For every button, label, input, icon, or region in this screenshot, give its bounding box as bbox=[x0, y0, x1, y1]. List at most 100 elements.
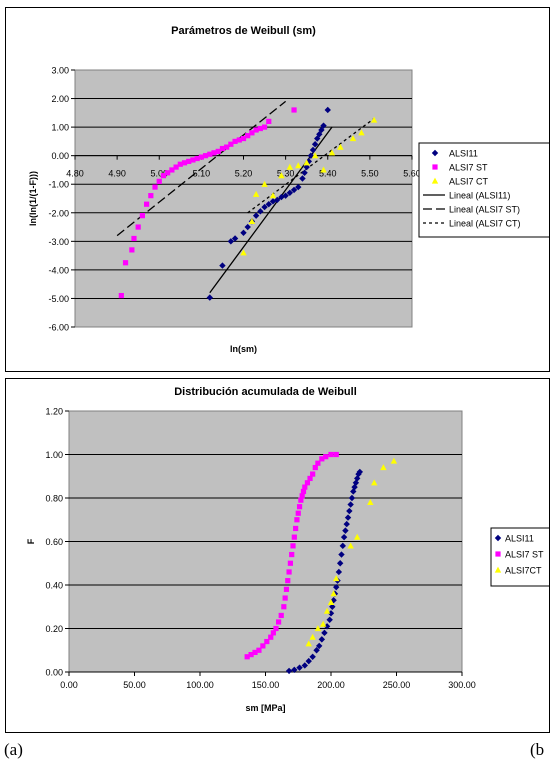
data-point bbox=[320, 166, 327, 173]
data-point bbox=[148, 193, 154, 199]
data-point bbox=[290, 543, 296, 549]
data-point bbox=[290, 186, 298, 194]
x-tick-label: 250.00 bbox=[383, 680, 411, 690]
legend-label: Lineal (ALSI7 CT) bbox=[449, 219, 521, 229]
data-point bbox=[323, 454, 329, 460]
data-point bbox=[231, 235, 239, 242]
data-point bbox=[257, 208, 264, 215]
data-point bbox=[337, 143, 344, 150]
x-tick-label: 5.10 bbox=[193, 169, 211, 179]
data-point bbox=[293, 525, 299, 532]
legend-label: ALSI7 ST bbox=[505, 550, 544, 560]
data-point bbox=[278, 612, 284, 619]
data-point bbox=[342, 527, 349, 534]
y-tick-label: -4.00 bbox=[48, 265, 69, 275]
y-axis-title: F bbox=[26, 538, 36, 544]
data-point bbox=[312, 464, 318, 471]
y-tick-label: 1.00 bbox=[51, 123, 69, 133]
legend-label: ALSI7 CT bbox=[449, 177, 489, 187]
y-tick-label: 1.20 bbox=[45, 407, 63, 417]
data-point bbox=[274, 196, 281, 204]
data-point bbox=[144, 201, 150, 207]
data-point bbox=[316, 642, 323, 650]
data-point bbox=[186, 158, 192, 164]
data-point bbox=[227, 238, 235, 245]
data-point bbox=[329, 603, 336, 610]
data-point bbox=[324, 106, 331, 114]
data-point bbox=[244, 654, 250, 660]
data-point bbox=[330, 590, 337, 597]
data-point bbox=[301, 169, 308, 176]
plot-area bbox=[74, 69, 413, 328]
data-point bbox=[336, 560, 344, 567]
data-point bbox=[347, 501, 354, 508]
legend-symbol bbox=[494, 566, 502, 573]
data-point bbox=[301, 662, 308, 669]
data-point bbox=[249, 130, 255, 136]
data-point bbox=[283, 586, 290, 592]
data-marks bbox=[116, 100, 378, 301]
legend-label: Lineal (ALSI7 ST) bbox=[449, 205, 520, 215]
y-tick-label: 2.00 bbox=[51, 94, 69, 104]
data-point bbox=[347, 542, 354, 549]
x-tick-label: 4.90 bbox=[108, 169, 126, 179]
trendline bbox=[247, 118, 375, 214]
chart-title: Parámetros de Weibull (sm) bbox=[171, 25, 316, 37]
data-point bbox=[244, 223, 251, 231]
x-tick-label: 200.00 bbox=[317, 680, 345, 690]
y-tick-label: -6.00 bbox=[48, 323, 69, 333]
data-point bbox=[356, 468, 364, 476]
x-axis-title: sm [MPa] bbox=[245, 703, 285, 713]
data-point bbox=[228, 141, 234, 147]
data-point bbox=[202, 153, 209, 159]
data-point bbox=[333, 575, 340, 582]
data-point bbox=[253, 127, 259, 133]
data-point bbox=[311, 141, 319, 148]
weibull-parameters-chart: Parámetros de Weibull (sm) 3.00 2.00 1.00 0.… bbox=[5, 7, 550, 372]
data-point bbox=[323, 607, 331, 614]
legend-label: ALSI11 bbox=[449, 149, 478, 159]
legend-box bbox=[418, 142, 550, 238]
legend-symbol bbox=[495, 551, 501, 557]
data-point bbox=[281, 604, 287, 610]
x-tick-label: 5.50 bbox=[361, 169, 379, 179]
data-point bbox=[287, 560, 293, 566]
y-tick-label: 0.00 bbox=[45, 668, 63, 678]
legend-symbol bbox=[432, 164, 438, 170]
data-point bbox=[319, 620, 327, 627]
data-point bbox=[122, 260, 129, 266]
data-point bbox=[333, 451, 339, 458]
weibull-cumulative-chart: Distribución acumulada de Weibull 1.20 1.0… bbox=[5, 378, 550, 733]
data-point bbox=[305, 158, 312, 165]
x-tick-label: 5.30 bbox=[277, 169, 295, 179]
data-point bbox=[160, 173, 167, 179]
data-point bbox=[299, 175, 306, 182]
data-point bbox=[236, 137, 242, 143]
data-marks bbox=[244, 451, 398, 675]
data-point bbox=[248, 652, 254, 658]
data-point bbox=[296, 504, 303, 510]
data-point bbox=[266, 118, 272, 124]
data-point bbox=[285, 578, 291, 584]
data-point bbox=[261, 203, 268, 211]
data-point bbox=[291, 107, 297, 113]
caption-a: (a) bbox=[4, 740, 23, 759]
data-point bbox=[256, 647, 262, 653]
data-point bbox=[313, 647, 320, 654]
data-point bbox=[169, 167, 175, 173]
data-point bbox=[295, 183, 302, 191]
x-tick-label: 5.20 bbox=[235, 169, 253, 179]
data-point bbox=[354, 533, 361, 540]
data-point bbox=[257, 125, 263, 132]
data-point bbox=[261, 180, 268, 187]
trendline bbox=[116, 100, 287, 237]
data-point bbox=[349, 135, 357, 142]
y-axis-title: ln(ln(1/(1-F))) bbox=[28, 171, 38, 226]
caption-b: (b bbox=[530, 740, 545, 759]
data-point bbox=[264, 638, 270, 645]
data-point bbox=[269, 192, 277, 199]
data-point bbox=[190, 157, 196, 163]
x-tick-label: 300.00 bbox=[448, 680, 476, 690]
data-point bbox=[309, 633, 316, 640]
x-tick-label: 150.00 bbox=[252, 680, 280, 690]
